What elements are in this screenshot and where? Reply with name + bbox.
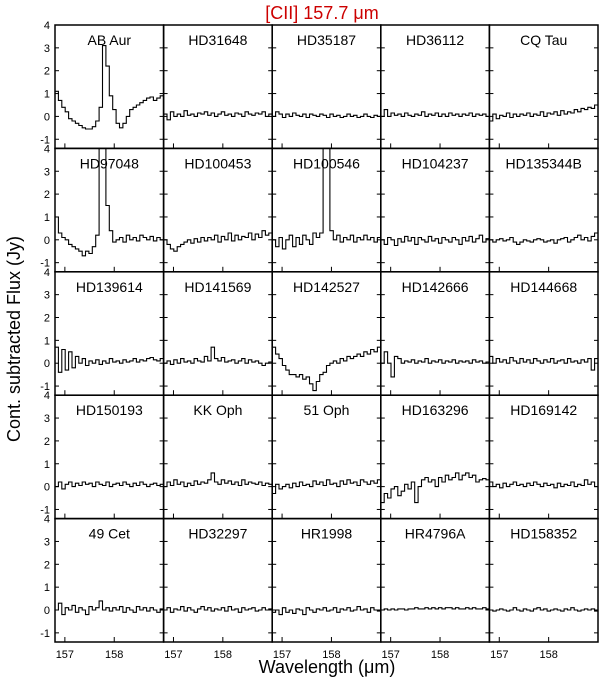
panel-label: 49 Cet bbox=[89, 526, 130, 542]
x-tick-label: 158 bbox=[539, 649, 557, 661]
x-tick-label: 158 bbox=[322, 649, 340, 661]
spectrum-line bbox=[380, 109, 490, 117]
y-tick-label: 0 bbox=[44, 482, 50, 494]
panel-label: HD141569 bbox=[184, 279, 251, 295]
panel-label: HD158352 bbox=[510, 526, 577, 542]
y-axis-label: Cont. subtracted Flux (Jy) bbox=[4, 236, 24, 442]
x-tick-label: 157 bbox=[56, 649, 74, 661]
spectrum-line bbox=[380, 351, 490, 378]
spectrum-line bbox=[489, 104, 598, 122]
y-tick-label: 1 bbox=[44, 212, 50, 224]
panel-label: HD36112 bbox=[406, 32, 464, 48]
y-tick-label: 0 bbox=[44, 235, 50, 247]
panel-label: HD142666 bbox=[402, 279, 469, 295]
spectrum-line bbox=[55, 600, 164, 616]
panel-grid: AB Aur -1 0 1 2 3 4 HD31648 HD35187 HD36112 CQ Tau… bbox=[40, 20, 599, 661]
spectrum-line bbox=[272, 147, 381, 250]
spectrum-line bbox=[55, 346, 164, 373]
x-tick-label: 158 bbox=[105, 649, 123, 661]
y-tick-label: 2 bbox=[44, 436, 50, 448]
x-tick-label: 157 bbox=[164, 649, 182, 661]
spectrum-line bbox=[272, 479, 381, 495]
panel-label: HD142527 bbox=[293, 279, 360, 295]
x-tick-label: 157 bbox=[490, 649, 508, 661]
panel-label: HD163296 bbox=[402, 402, 469, 418]
y-tick-label: -1 bbox=[40, 134, 50, 146]
panel-label: HD35187 bbox=[297, 32, 356, 48]
x-tick-label: 158 bbox=[214, 649, 232, 661]
x-tick-label: 157 bbox=[381, 649, 399, 661]
y-tick-label: -1 bbox=[40, 504, 50, 516]
x-tick-label: 158 bbox=[431, 649, 449, 661]
y-tick-label: 3 bbox=[44, 290, 50, 302]
spectrum-line bbox=[163, 110, 273, 121]
panel-label: HD32297 bbox=[188, 526, 247, 542]
panel-label: 51 Oph bbox=[304, 402, 350, 418]
y-tick-label: 2 bbox=[44, 66, 50, 78]
spectrum-line bbox=[489, 355, 598, 371]
panel-label: KK Oph bbox=[193, 402, 242, 418]
y-tick-label: 3 bbox=[44, 166, 50, 178]
spectrum-line bbox=[163, 230, 273, 252]
spectrum-line bbox=[380, 234, 490, 247]
y-tick-label: 0 bbox=[44, 358, 50, 370]
panel-label: HD150193 bbox=[76, 402, 143, 418]
y-tick-label: 2 bbox=[44, 189, 50, 201]
spectrum-line bbox=[380, 607, 490, 611]
spectrum-line bbox=[489, 479, 598, 489]
spectrum-line bbox=[489, 232, 598, 245]
panel-label: HD31648 bbox=[188, 32, 247, 48]
y-tick-label: 0 bbox=[44, 605, 50, 617]
panel-label: CQ Tau bbox=[520, 32, 567, 48]
panel-label: HD135344B bbox=[506, 155, 582, 171]
y-tick-label: 3 bbox=[44, 536, 50, 548]
y-tick-label: 1 bbox=[44, 89, 50, 101]
spectrum-line bbox=[489, 607, 598, 612]
panel-label: HD97048 bbox=[80, 155, 139, 171]
y-tick-label: -1 bbox=[40, 258, 50, 270]
panel-label: HD169142 bbox=[510, 402, 577, 418]
y-tick-label: 1 bbox=[44, 335, 50, 347]
panel-label: HR4796A bbox=[405, 526, 466, 542]
spectrum-line bbox=[272, 111, 381, 119]
spectrum-line bbox=[55, 481, 164, 490]
y-tick-label: 4 bbox=[44, 143, 50, 155]
panel-label: AB Aur bbox=[88, 32, 132, 48]
y-tick-label: -1 bbox=[40, 628, 50, 640]
x-axis-label: Wavelength (μm) bbox=[259, 657, 396, 677]
y-tick-label: 2 bbox=[44, 559, 50, 571]
spectrum-line bbox=[272, 606, 381, 616]
panel-label: HD100453 bbox=[184, 155, 251, 171]
x-tick-label: 157 bbox=[273, 649, 291, 661]
chart-title: [CII] 157.7 μm bbox=[265, 3, 378, 23]
y-tick-label: 4 bbox=[44, 390, 50, 402]
panel-label: HD104237 bbox=[402, 155, 469, 171]
panel-label: HR1998 bbox=[301, 526, 353, 542]
spectrum-line bbox=[55, 45, 164, 130]
panel-label: HD139614 bbox=[76, 279, 143, 295]
y-tick-label: 2 bbox=[44, 313, 50, 325]
spectrum-line bbox=[163, 606, 273, 613]
y-tick-label: 0 bbox=[44, 111, 50, 123]
panel-frame bbox=[488, 517, 599, 643]
spectrum-line bbox=[163, 346, 273, 367]
y-tick-label: 1 bbox=[44, 582, 50, 594]
y-tick-label: -1 bbox=[40, 381, 50, 393]
y-tick-label: 4 bbox=[44, 514, 50, 526]
y-tick-label: 3 bbox=[44, 413, 50, 425]
y-tick-label: 1 bbox=[44, 459, 50, 471]
y-tick-label: 4 bbox=[44, 20, 50, 32]
panel-label: HD100546 bbox=[293, 155, 360, 171]
spectrum-line bbox=[272, 346, 381, 392]
y-tick-label: 4 bbox=[44, 267, 50, 279]
spectrum-line bbox=[55, 147, 164, 257]
spectrum-line bbox=[163, 472, 273, 488]
y-tick-label: 3 bbox=[44, 43, 50, 55]
panel-label: HD144668 bbox=[510, 279, 577, 295]
spectrum-line bbox=[380, 472, 490, 504]
